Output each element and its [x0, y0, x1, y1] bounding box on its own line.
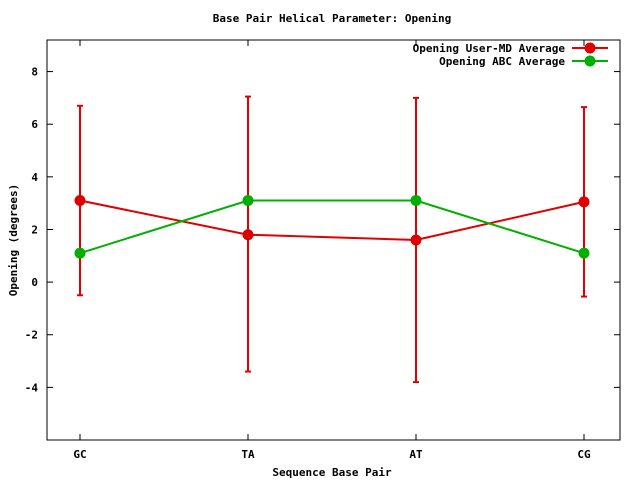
y-axis-label: Opening (degrees) [7, 184, 20, 297]
data-point [242, 195, 254, 207]
legend-label: Opening ABC Average [439, 55, 565, 68]
data-point [578, 247, 590, 259]
legend-marker [584, 42, 596, 54]
series-line [79, 199, 585, 242]
x-tick-label: GC [73, 448, 86, 461]
series-line [79, 199, 585, 255]
x-axis: GC TA AT CG [73, 40, 591, 461]
series-1 [74, 95, 590, 384]
x-axis-label: Sequence Base Pair [272, 466, 392, 479]
y-axis: -4 -2 0 2 4 6 8 [25, 66, 620, 394]
series-2 [74, 195, 590, 259]
y-tick-label: 4 [31, 171, 38, 184]
y-tick-label: -4 [25, 381, 39, 394]
data-point [74, 247, 86, 259]
x-tick-label: AT [409, 448, 423, 461]
y-tick-label: 2 [31, 223, 38, 236]
y-tick-label: -2 [25, 329, 38, 342]
data-point [410, 195, 422, 207]
y-tick-label: 0 [31, 276, 38, 289]
chart-title: Base Pair Helical Parameter: Opening [213, 12, 451, 25]
data-point [578, 196, 590, 208]
legend-label: Opening User-MD Average [413, 42, 566, 55]
data-point [74, 195, 86, 207]
data-point [410, 234, 422, 246]
x-tick-label: TA [241, 448, 255, 461]
series-layer [74, 95, 590, 384]
plot-frame [46, 39, 621, 441]
y-tick-label: 8 [31, 66, 38, 79]
data-point [242, 229, 254, 241]
legend-marker [584, 55, 596, 67]
y-tick-label: 6 [31, 118, 38, 131]
x-tick-label: CG [577, 448, 591, 461]
